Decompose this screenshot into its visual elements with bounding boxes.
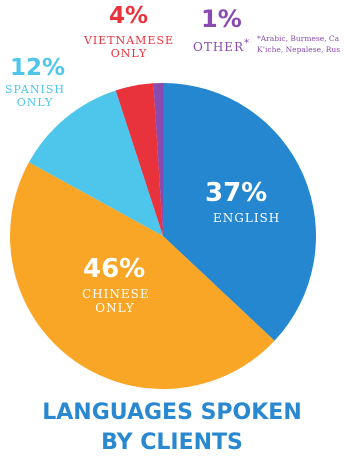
- vietnamese-percent: 4%: [109, 3, 149, 29]
- pie-slice-english: [163, 83, 316, 341]
- pie-slice-chinese: [10, 162, 275, 389]
- chart-title-line-1: LANGUAGES SPOKEN: [42, 400, 302, 425]
- spanish-percent: 12%: [10, 55, 66, 81]
- other-footnote-line-2: K’iche, Nepalese, Rus: [257, 44, 341, 54]
- english-label: ENGLISH: [213, 211, 280, 225]
- vietnamese-label-line-1: VIETNAMESE: [83, 34, 175, 47]
- other-footnote-mark: *: [244, 38, 251, 49]
- chinese-label: CHINESE ONLY: [82, 287, 150, 316]
- other-label: OTHER*: [193, 38, 250, 54]
- vietnamese-label-line-2: ONLY: [110, 47, 148, 61]
- vietnamese-label: VIETNAMESE ONLY: [79, 34, 179, 60]
- other-percent: 1%: [201, 5, 242, 33]
- pie-slice-other: [153, 83, 163, 236]
- pie-slice-spanish: [28, 90, 163, 237]
- chinese-percent: 46%: [83, 254, 146, 284]
- english-label-line-1: ENGLISH: [213, 211, 281, 225]
- pie-slice-vietnamese: [115, 83, 163, 236]
- chinese-label-line-1: CHINESE: [82, 287, 150, 301]
- other-footnote-line-1: *Arabic, Burmese, Ca: [257, 34, 340, 43]
- other-label-text: OTHER: [193, 40, 245, 54]
- chart-title-line-2: BY CLIENTS: [101, 430, 243, 455]
- spanish-label-line-2: ONLY: [16, 96, 54, 110]
- spanish-label-line-1: SPANISH: [5, 83, 65, 96]
- spanish-label: SPANISH ONLY: [4, 83, 66, 109]
- english-percent: 37%: [205, 178, 268, 208]
- other-footnote: *Arabic, Burmese, Ca K’iche, Nepalese, R…: [257, 34, 340, 56]
- chinese-label-line-2: ONLY: [95, 301, 135, 316]
